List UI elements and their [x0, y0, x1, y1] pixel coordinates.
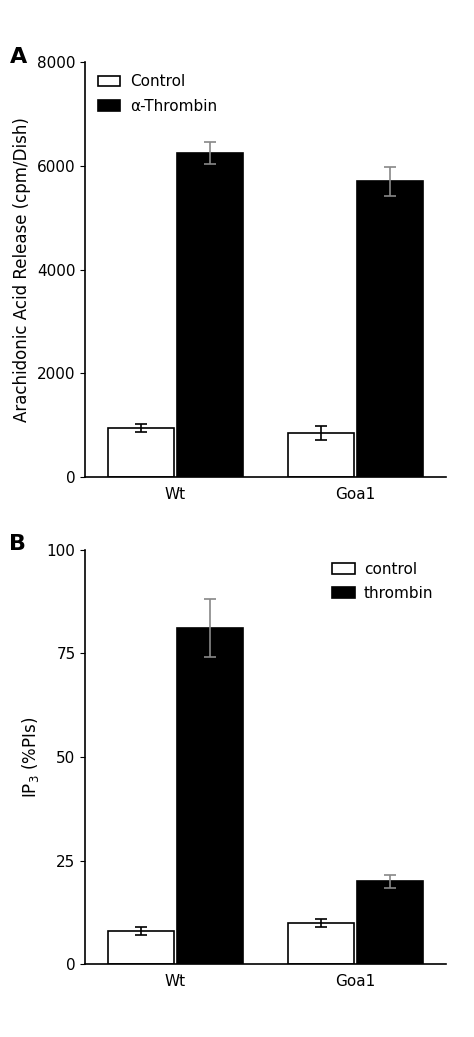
Bar [177, 628, 243, 964]
Legend: control, thrombin: control, thrombin [327, 557, 438, 606]
Text: B: B [9, 534, 27, 554]
Bar [108, 427, 174, 477]
Y-axis label: IP$_3$ (%PIs): IP$_3$ (%PIs) [20, 717, 41, 797]
Y-axis label: Arachidonic Acid Release (cpm/Dish): Arachidonic Acid Release (cpm/Dish) [13, 117, 31, 422]
Bar [108, 931, 174, 964]
Bar [177, 152, 243, 477]
Bar [357, 181, 423, 477]
Legend: Control, α-Thrombin: Control, α-Thrombin [93, 69, 221, 118]
Text: A: A [9, 47, 27, 66]
Bar [288, 923, 354, 964]
Bar [357, 881, 423, 964]
Bar [288, 433, 354, 477]
